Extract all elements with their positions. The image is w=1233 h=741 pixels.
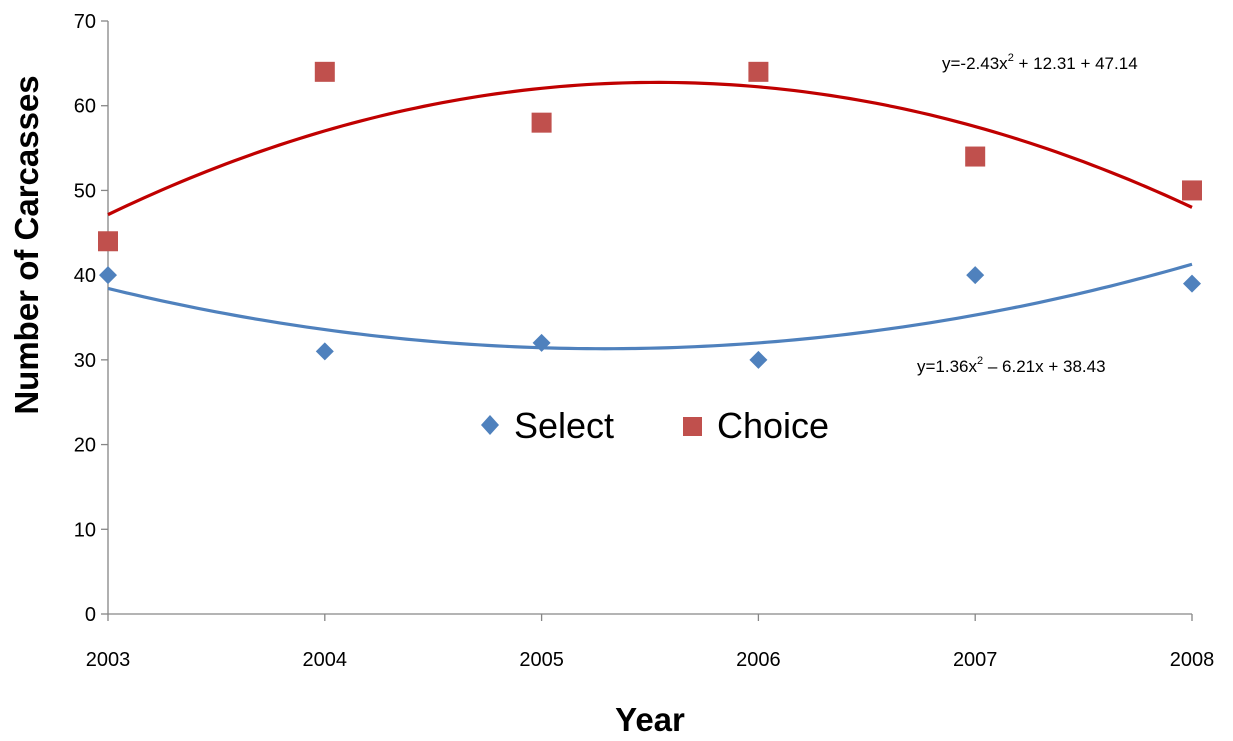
y-tick-label: 40 [74, 265, 96, 287]
legend-select-marker [481, 415, 499, 435]
point-select [99, 266, 117, 285]
point-choice [314, 61, 335, 82]
y-tick-label: 70 [74, 11, 96, 33]
point-select [966, 266, 985, 285]
choice-eq-exponent: 2 [1008, 52, 1014, 64]
x-tick-label: 2004 [303, 649, 348, 671]
select-trend-equation: y=1.36x2 – 6.21x + 38.43 [917, 355, 1106, 376]
point-select [532, 333, 551, 352]
y-tick-label: 20 [74, 435, 96, 457]
select-eq-part1: y=1.36x [917, 357, 978, 376]
select-eq-exponent: 2 [977, 355, 983, 367]
y-tick-label: 60 [74, 96, 96, 118]
legend-select-label: Select [514, 405, 614, 446]
point-choice [748, 61, 769, 82]
point-choice [965, 146, 986, 167]
point-select [749, 350, 768, 369]
trendline-equations: y=-2.43x2 + 12.31 + 47.14 y=1.36x2 – 6.2… [917, 52, 1138, 376]
select-eq-part2: – 6.21x + 38.43 [983, 357, 1105, 376]
labels: Number of Carcasses Year [8, 75, 685, 738]
x-axis-title: Year [615, 701, 685, 738]
y-tick-label: 30 [74, 350, 96, 372]
choice-eq-part1: y=-2.43x [942, 54, 1008, 73]
y-tick-label: 50 [74, 180, 96, 202]
x-tick-label: 2007 [953, 649, 998, 671]
x-tick-label: 2006 [736, 649, 781, 671]
x-tick-label: 2008 [1170, 649, 1215, 671]
trendline-choice [107, 80, 1193, 217]
trendlines [107, 80, 1193, 351]
y-axis-title: Number of Carcasses [8, 75, 45, 414]
legend: Select Choice [481, 405, 829, 446]
point-select [1183, 274, 1201, 293]
choice-eq-part2: + 12.31 + 47.14 [1014, 54, 1138, 73]
data-points [98, 61, 1202, 369]
trendline-select [107, 262, 1193, 351]
y-tick-label: 10 [74, 519, 96, 541]
axes: 0 10 20 30 40 50 60 70 2003 2004 2005 2006 2007 2008 [74, 11, 1215, 671]
point-choice [98, 231, 118, 252]
legend-choice-marker [683, 417, 702, 436]
point-select [315, 342, 334, 361]
legend-choice-label: Choice [717, 405, 829, 446]
point-choice [1182, 180, 1202, 201]
y-tick-label: 0 [85, 604, 96, 626]
point-choice [531, 112, 552, 133]
choice-trend-equation: y=-2.43x2 + 12.31 + 47.14 [942, 52, 1138, 73]
x-tick-label: 2003 [86, 649, 131, 671]
x-tick-label: 2005 [519, 649, 564, 671]
